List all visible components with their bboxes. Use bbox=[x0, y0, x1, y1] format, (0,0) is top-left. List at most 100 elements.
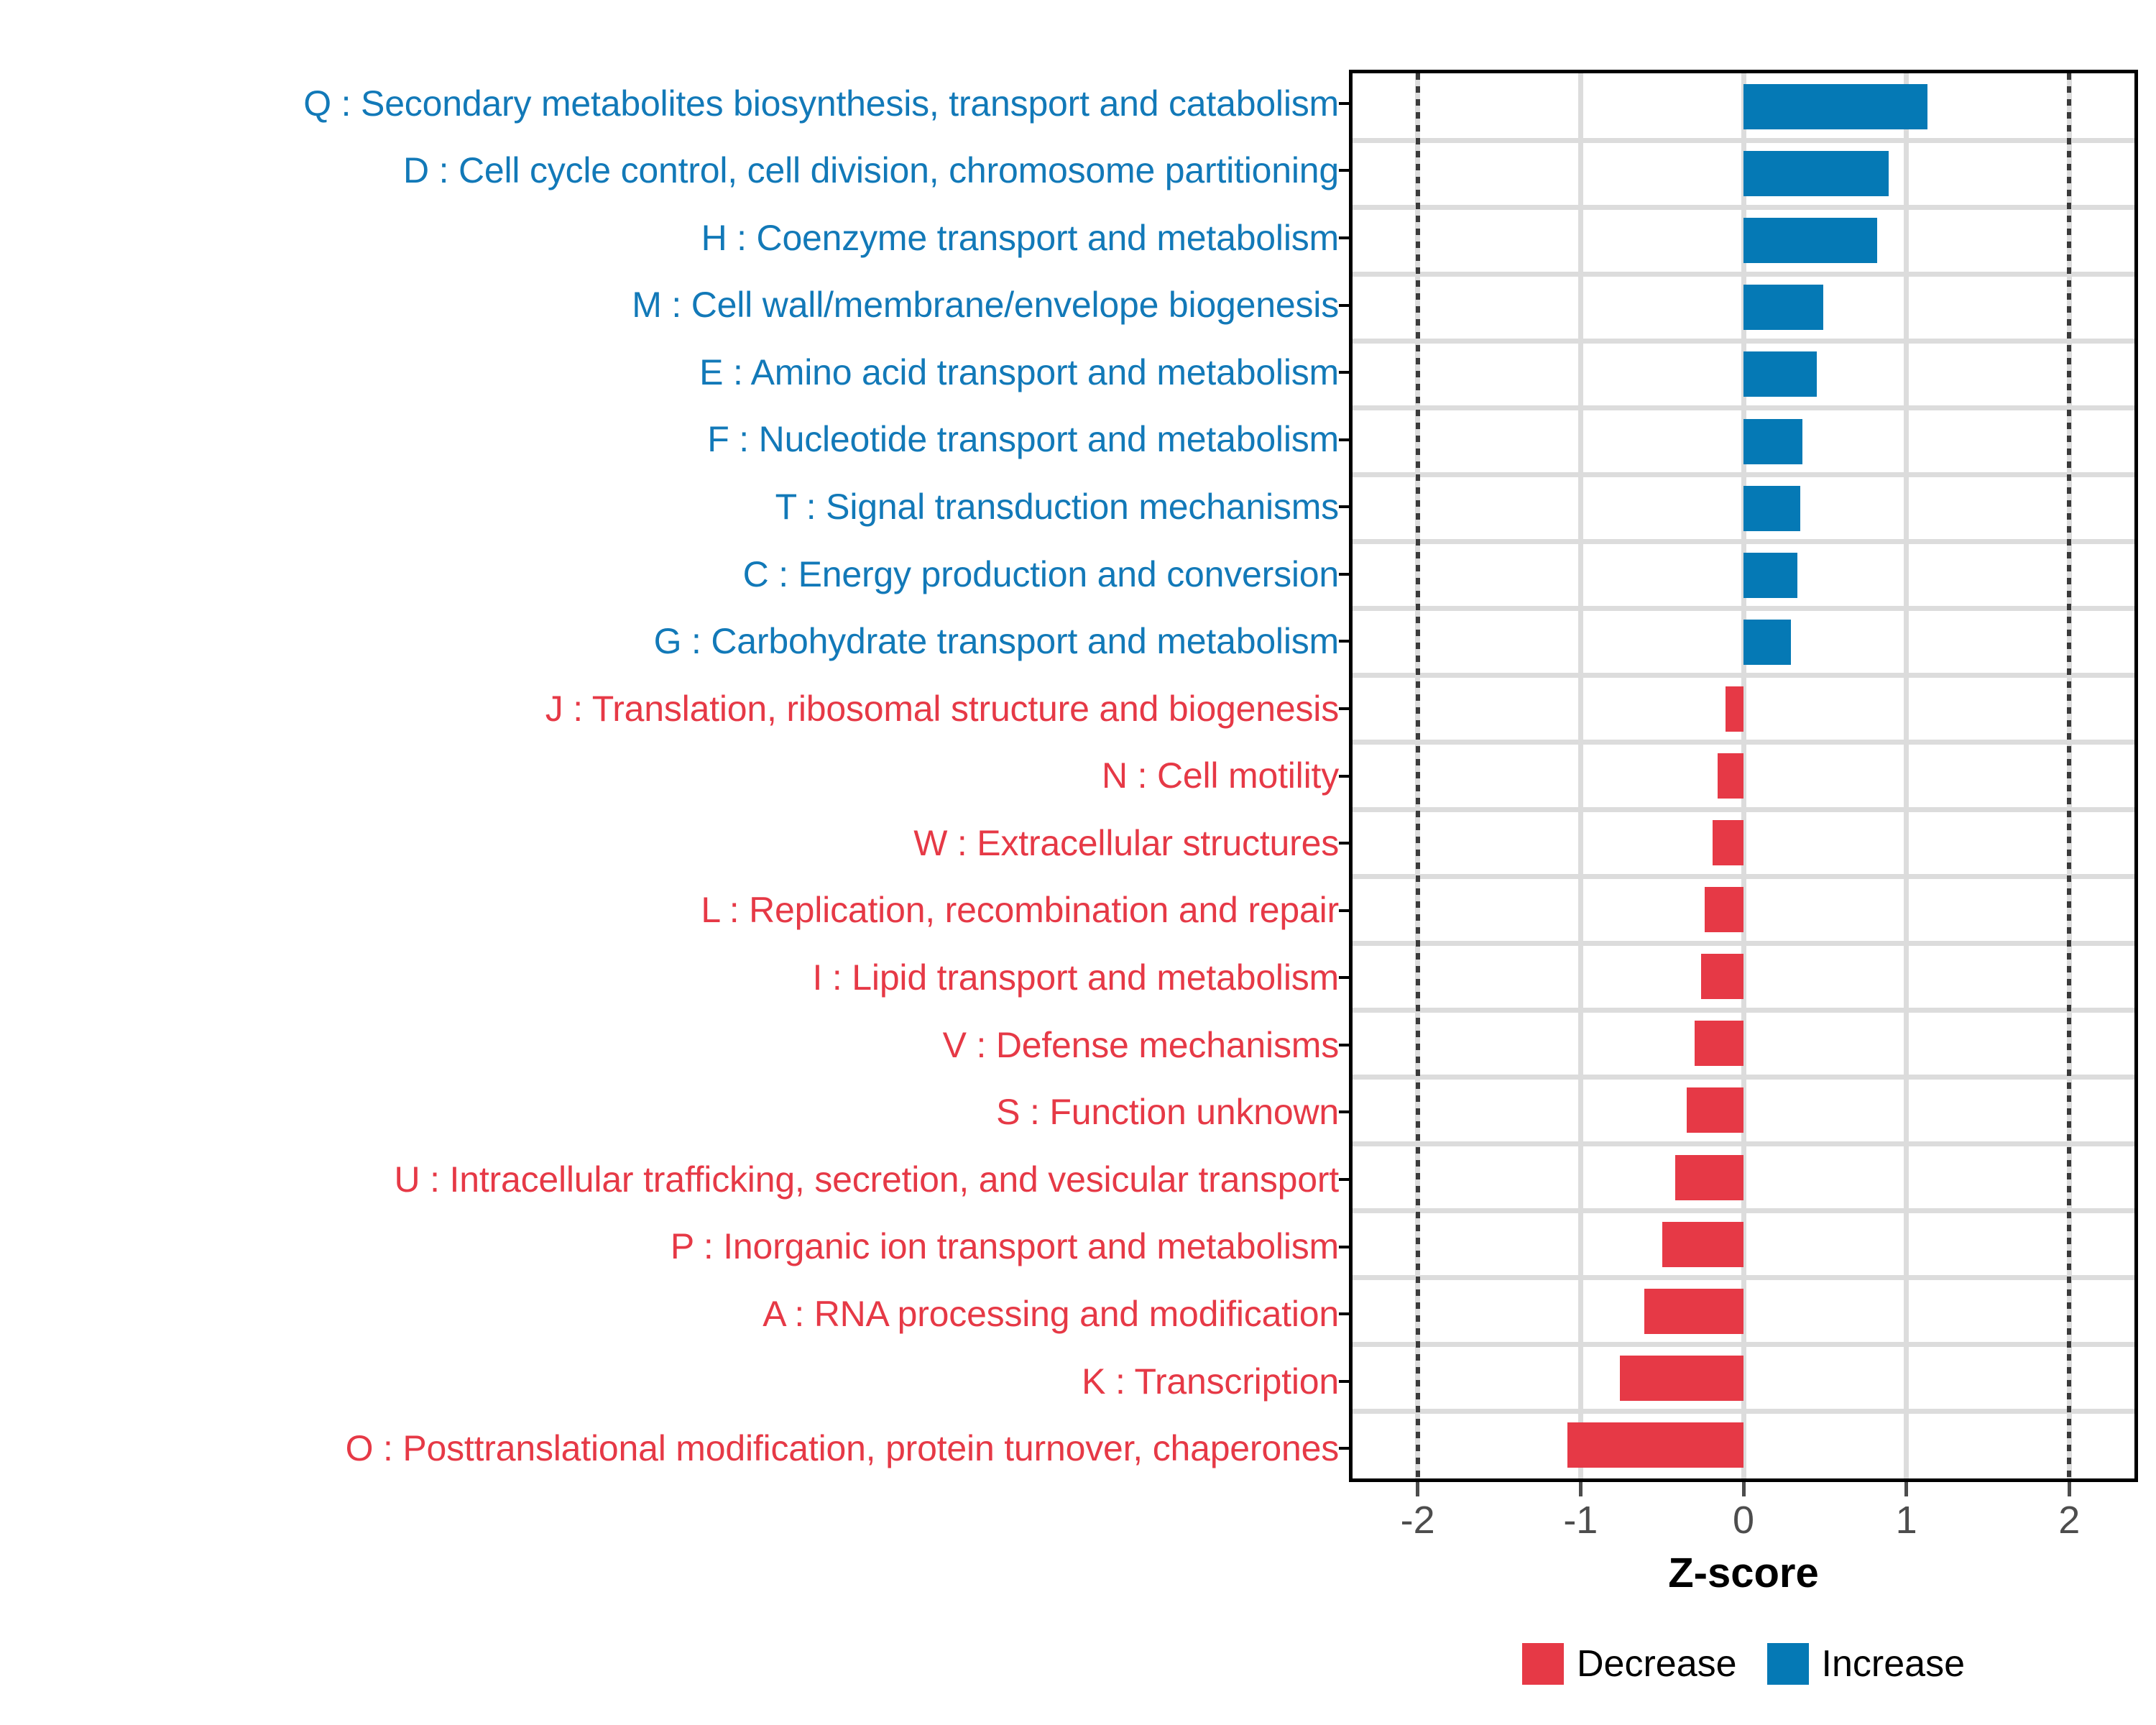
x-axis-tick-mark bbox=[1416, 1482, 1420, 1496]
y-axis-tick-mark bbox=[1339, 1447, 1349, 1450]
y-axis-tick-mark bbox=[1339, 101, 1349, 105]
legend-swatch-decrease-icon bbox=[1521, 1643, 1564, 1685]
bar[interactable] bbox=[1726, 686, 1743, 732]
y-axis-category-row: H : Coenzyme transport and metabolism bbox=[0, 204, 1349, 272]
bar[interactable] bbox=[1743, 485, 1801, 531]
y-axis-category-label: U : Intracellular trafficking, secretion… bbox=[394, 1159, 1340, 1200]
reference-line bbox=[1415, 73, 1420, 1478]
y-axis-tick-mark bbox=[1339, 707, 1349, 710]
y-axis-tick-mark bbox=[1339, 774, 1349, 778]
y-axis-tick-mark bbox=[1339, 1245, 1349, 1248]
bar[interactable] bbox=[1743, 619, 1791, 665]
y-axis-category-label: S : Function unknown bbox=[996, 1092, 1339, 1133]
y-axis-category-label: W : Extracellular structures bbox=[913, 822, 1339, 863]
y-axis-category-label: I : Lipid transport and metabolism bbox=[812, 957, 1340, 998]
x-axis-tick-mark bbox=[2067, 1482, 2071, 1496]
y-axis-category-row: P : Inorganic ion transport and metaboli… bbox=[0, 1213, 1349, 1281]
y-axis-tick-mark bbox=[1339, 572, 1349, 576]
y-axis-tick-mark bbox=[1339, 1312, 1349, 1316]
y-axis-label-column: Q : Secondary metabolites biosynthesis, … bbox=[0, 70, 1349, 1482]
y-axis-tick-mark bbox=[1339, 1110, 1349, 1114]
y-axis-category-row: W : Extracellular structures bbox=[0, 809, 1349, 877]
legend-item-decrease[interactable]: Decrease bbox=[1521, 1642, 1737, 1685]
y-axis-category-row: A : RNA processing and modification bbox=[0, 1280, 1349, 1348]
y-axis-category-row: Q : Secondary metabolites biosynthesis, … bbox=[0, 70, 1349, 137]
y-axis-tick-mark bbox=[1339, 438, 1349, 441]
y-axis-tick-mark bbox=[1339, 1043, 1349, 1046]
bar[interactable] bbox=[1662, 1221, 1743, 1267]
y-axis-category-label: E : Amino acid transport and metabolism bbox=[699, 351, 1339, 392]
y-axis-tick-mark bbox=[1339, 842, 1349, 845]
bar[interactable] bbox=[1644, 1288, 1743, 1334]
bar[interactable] bbox=[1712, 820, 1743, 866]
x-axis-tick-label: 2 bbox=[2058, 1499, 2081, 1542]
y-axis-category-label: N : Cell motility bbox=[1102, 755, 1339, 796]
y-axis-category-row: N : Cell motility bbox=[0, 742, 1349, 810]
y-axis-category-label: P : Inorganic ion transport and metaboli… bbox=[670, 1226, 1339, 1267]
bar[interactable] bbox=[1701, 954, 1743, 1000]
y-axis-tick-mark bbox=[1339, 976, 1349, 980]
y-axis-tick-mark bbox=[1339, 908, 1349, 912]
y-axis-category-row: J : Translation, ribosomal structure and… bbox=[0, 675, 1349, 742]
x-axis-tick-label: 1 bbox=[1895, 1499, 1917, 1542]
x-axis-tick-mark bbox=[1904, 1482, 1909, 1496]
bar[interactable] bbox=[1743, 418, 1802, 464]
y-axis-category-label: Q : Secondary metabolites biosynthesis, … bbox=[303, 83, 1339, 124]
bar[interactable] bbox=[1743, 285, 1824, 331]
y-axis-category-row: S : Function unknown bbox=[0, 1079, 1349, 1146]
y-axis-category-label: F : Nucleotide transport and metabolism bbox=[707, 419, 1339, 460]
x-axis-tick-label: -2 bbox=[1400, 1499, 1435, 1542]
bar[interactable] bbox=[1619, 1355, 1743, 1401]
y-axis-category-row: V : Defense mechanisms bbox=[0, 1011, 1349, 1079]
bar[interactable] bbox=[1704, 887, 1743, 933]
x-axis-tick-label: -1 bbox=[1563, 1499, 1598, 1542]
x-axis-tick-label: 0 bbox=[1732, 1499, 1755, 1542]
y-axis-category-row: F : Nucleotide transport and metabolism bbox=[0, 406, 1349, 474]
x-axis: -2 -1 0 1 2 bbox=[1349, 1482, 2138, 1568]
y-axis-category-row: O : Posttranslational modification, prot… bbox=[0, 1415, 1349, 1483]
bar[interactable] bbox=[1717, 753, 1743, 799]
legend-label-decrease: Decrease bbox=[1576, 1643, 1737, 1685]
y-axis-category-label: O : Posttranslational modification, prot… bbox=[345, 1428, 1340, 1469]
y-axis-tick-mark bbox=[1339, 236, 1349, 239]
y-axis-category-label: K : Transcription bbox=[1082, 1361, 1339, 1402]
bar[interactable] bbox=[1743, 84, 1928, 130]
y-axis-category-row: M : Cell wall/membrane/envelope biogenes… bbox=[0, 272, 1349, 339]
y-axis-tick-mark bbox=[1339, 505, 1349, 509]
y-axis-category-label: A : RNA processing and modification bbox=[763, 1293, 1339, 1334]
y-axis-category-label: L : Replication, recombination and repai… bbox=[701, 890, 1339, 931]
bar[interactable] bbox=[1743, 151, 1889, 197]
x-axis-title: Z-score bbox=[1668, 1550, 1819, 1596]
bar[interactable] bbox=[1743, 552, 1797, 598]
y-axis-category-label: D : Cell cycle control, cell division, c… bbox=[402, 150, 1339, 191]
legend-item-increase[interactable]: Increase bbox=[1766, 1642, 1965, 1685]
bar[interactable] bbox=[1743, 218, 1877, 264]
y-axis-category-label: G : Carbohydrate transport and metabolis… bbox=[653, 621, 1340, 662]
y-axis-category-row: G : Carbohydrate transport and metabolis… bbox=[0, 608, 1349, 676]
y-axis-category-row: T : Signal transduction mechanisms bbox=[0, 473, 1349, 540]
y-axis-category-label: T : Signal transduction mechanisms bbox=[775, 487, 1340, 527]
bar[interactable] bbox=[1674, 1154, 1743, 1200]
y-axis-tick-mark bbox=[1339, 1379, 1349, 1383]
bar[interactable] bbox=[1743, 351, 1817, 397]
legend: Decrease Increase bbox=[1349, 1642, 2138, 1685]
legend-swatch-increase-icon bbox=[1766, 1643, 1809, 1685]
vertical-gridline bbox=[1741, 73, 1746, 1478]
reference-line bbox=[2067, 73, 2072, 1478]
x-axis-tick-mark bbox=[1741, 1482, 1746, 1496]
plot-panel bbox=[1349, 70, 2138, 1482]
y-axis-category-row: L : Replication, recombination and repai… bbox=[0, 877, 1349, 944]
y-axis-category-row: K : Transcription bbox=[0, 1348, 1349, 1415]
y-axis-category-row: I : Lipid transport and metabolism bbox=[0, 944, 1349, 1012]
y-axis-tick-mark bbox=[1339, 169, 1349, 172]
x-axis-tick-mark bbox=[1578, 1482, 1583, 1496]
bar[interactable] bbox=[1695, 1021, 1743, 1067]
y-axis-tick-mark bbox=[1339, 371, 1349, 374]
y-axis-category-row: D : Cell cycle control, cell division, c… bbox=[0, 137, 1349, 205]
plot-area bbox=[1353, 73, 2134, 1478]
bar[interactable] bbox=[1567, 1422, 1743, 1468]
y-axis-category-label: M : Cell wall/membrane/envelope biogenes… bbox=[632, 285, 1339, 326]
y-axis-category-label: V : Defense mechanisms bbox=[942, 1024, 1340, 1065]
bar[interactable] bbox=[1686, 1087, 1743, 1133]
